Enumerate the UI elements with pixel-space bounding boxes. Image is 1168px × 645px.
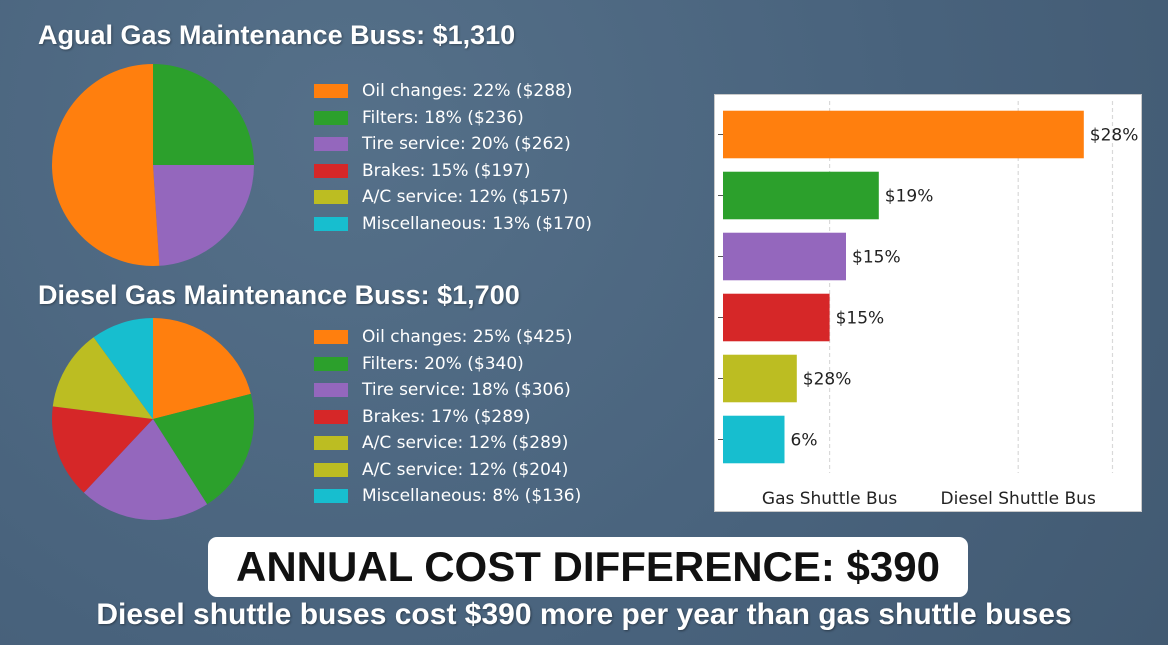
legend-item: Tire service: 20% ($262) — [314, 131, 592, 158]
pie-slice-0 — [153, 64, 254, 165]
legend-label: Miscellaneous: 13% ($170) — [362, 213, 593, 234]
legend-label: Tire service: 18% ($306) — [362, 380, 571, 401]
bar-0 — [723, 110, 1084, 159]
bar-chart: $28% $19% $15% $15% $28% 6% Gas Shuttle Bus Die… — [718, 101, 1139, 509]
legend-swatch — [314, 409, 348, 424]
legend-swatch — [314, 163, 348, 178]
legend-swatch — [314, 137, 348, 152]
legend-label: Oil changes: 25% ($425) — [362, 327, 573, 348]
pie-slice-4 — [52, 337, 153, 419]
legend-label: Tire service: 20% ($262) — [362, 134, 571, 155]
diesel-pie-title: Diesel Gas Maintenance Buss: $1,700 — [38, 280, 520, 310]
bar-2 — [723, 232, 846, 281]
legend-label: A/C service: 12% ($289) — [362, 433, 569, 454]
legend-item: A/C service: 12% ($289) — [314, 430, 581, 457]
legend-swatch — [314, 489, 348, 504]
legend-swatch — [314, 110, 348, 125]
legend-item: Brakes: 17% ($289) — [314, 404, 581, 431]
legend-item: Brakes: 15% ($197) — [314, 158, 592, 185]
bar-4 — [723, 354, 797, 403]
summary-subtitle: Diesel shuttle buses cost $390 more per … — [96, 598, 1072, 631]
bar-label-5: 6% — [791, 431, 818, 451]
bar-label-1: $19% — [885, 187, 934, 207]
legend-label: Filters: 18% ($236) — [362, 107, 524, 128]
x-tick-label-1: Diesel Shuttle Bus — [941, 489, 1096, 509]
legend-item: A/C service: 12% ($204) — [314, 457, 581, 484]
legend-item: Miscellaneous: 13% ($170) — [314, 211, 592, 238]
legend-item: Oil changes: 25% ($425) — [314, 324, 581, 351]
legend-label: Brakes: 17% ($289) — [362, 406, 531, 427]
gas-pie-title: Agual Gas Maintenance Buss: $1,310 — [38, 20, 516, 50]
pie-slice-0 — [153, 318, 251, 419]
cost-difference-banner: ANNUAL COST DIFFERENCE: $390 — [208, 537, 968, 597]
legend-swatch — [314, 84, 348, 99]
pie-slice-3 — [52, 406, 153, 493]
bar-chart-panel: $28% $19% $15% $15% $28% 6% Gas Shuttle Bus Die… — [714, 94, 1142, 512]
diesel-pie-chart — [52, 318, 255, 520]
pie-slice-1 — [153, 393, 255, 505]
legend-item: Filters: 18% ($236) — [314, 105, 592, 132]
legend-item: A/C service: 12% ($157) — [314, 184, 592, 211]
legend-label: Miscellaneous: 8% ($136) — [362, 486, 582, 507]
legend-label: Oil changes: 22% ($288) — [362, 81, 573, 102]
legend-swatch — [314, 190, 348, 205]
bar-label-4: $28% — [803, 370, 852, 390]
legend-label: Filters: 20% ($340) — [362, 353, 524, 374]
legend-swatch — [314, 436, 348, 451]
cost-difference-text: ANNUAL COST DIFFERENCE: $390 — [236, 543, 940, 590]
diesel-pie-legend: Oil changes: 25% ($425) Filters: 20% ($3… — [314, 324, 581, 510]
legend-swatch — [314, 462, 348, 477]
gas-pie-legend: Oil changes: 22% ($288) Filters: 18% ($2… — [314, 78, 592, 237]
legend-label: A/C service: 12% ($204) — [362, 459, 569, 480]
x-tick-label-0: Gas Shuttle Bus — [762, 489, 898, 509]
legend-item: Filters: 20% ($340) — [314, 351, 581, 378]
bar-1 — [723, 171, 879, 220]
bar-label-2: $15% — [852, 248, 901, 268]
legend-item: Miscellaneous: 8% ($136) — [314, 483, 581, 510]
pie-slice-5 — [93, 318, 153, 419]
bar-label-3: $15% — [836, 309, 885, 329]
bar-label-0: $28% — [1090, 126, 1139, 146]
legend-item: Tire service: 18% ($306) — [314, 377, 581, 404]
legend-swatch — [314, 216, 348, 231]
bar-5 — [723, 415, 785, 464]
gas-pie-chart — [51, 64, 254, 266]
pie-slice-1 — [153, 165, 254, 266]
pie-slice-2 — [51, 64, 160, 266]
legend-swatch — [314, 383, 348, 398]
legend-swatch — [314, 330, 348, 345]
bar-3 — [723, 293, 830, 342]
pie-slice-2 — [83, 419, 208, 520]
legend-swatch — [314, 356, 348, 371]
legend-item: Oil changes: 22% ($288) — [314, 78, 592, 105]
legend-label: A/C service: 12% ($157) — [362, 187, 569, 208]
legend-label: Brakes: 15% ($197) — [362, 160, 531, 181]
